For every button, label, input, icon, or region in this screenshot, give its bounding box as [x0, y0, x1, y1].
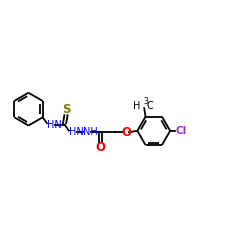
Text: S: S	[62, 104, 70, 117]
Text: Cl: Cl	[176, 126, 187, 136]
Text: HN: HN	[48, 120, 62, 130]
Text: C: C	[147, 101, 154, 111]
Text: NH: NH	[83, 127, 98, 137]
Text: HN: HN	[70, 127, 84, 137]
Text: H: H	[134, 101, 141, 111]
Text: O: O	[121, 126, 131, 139]
Text: 3: 3	[143, 97, 148, 106]
Text: O: O	[95, 141, 105, 154]
